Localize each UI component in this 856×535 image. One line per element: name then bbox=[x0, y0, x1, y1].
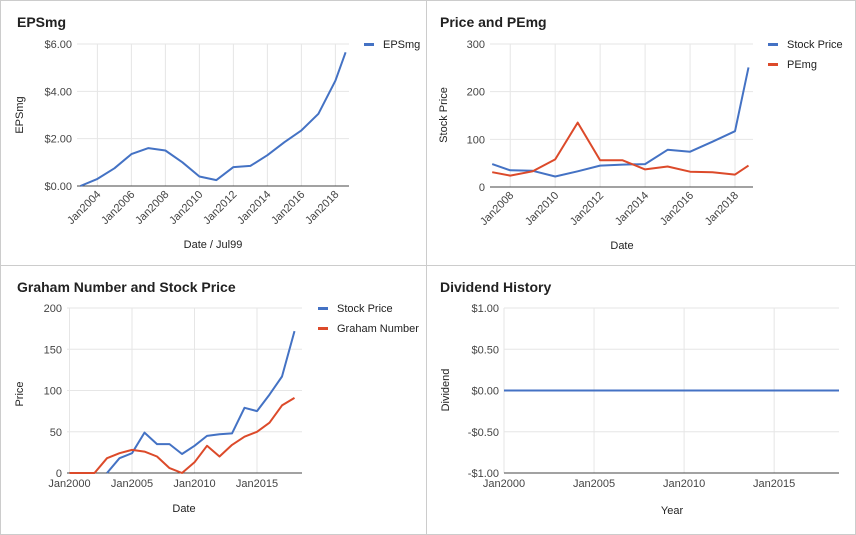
x-tick-label: Jan2010 bbox=[173, 478, 215, 490]
x-tick-label: Jan2014 bbox=[613, 190, 651, 228]
x-tick-label: Jan2012 bbox=[201, 189, 239, 227]
x-tick-label: Jan2015 bbox=[753, 478, 795, 490]
x-tick-label: Jan2004 bbox=[65, 189, 103, 227]
y-tick-label: $0.00 bbox=[471, 386, 499, 398]
chart-title: Price and PEmg bbox=[440, 14, 547, 30]
x-tick-label: Jan2005 bbox=[111, 478, 153, 490]
x-tick-label: Jan2006 bbox=[99, 189, 137, 227]
y-axis-label: Price bbox=[14, 381, 26, 406]
legend: Stock Price PEmg bbox=[768, 39, 843, 71]
y-tick-label: 0 bbox=[479, 182, 485, 194]
legend-label: Stock Price bbox=[787, 39, 843, 51]
y-axis-label: EPSmg bbox=[14, 96, 26, 133]
price-pe-chart-panel: Price and PEmg 0 100 200 300 Jan2008 Jan2010 J… bbox=[427, 1, 855, 265]
y-tick-label: 0 bbox=[56, 468, 62, 480]
y-tick-label: $0.50 bbox=[471, 344, 499, 356]
y-tick-label: 100 bbox=[44, 386, 62, 398]
legend-swatch bbox=[318, 307, 328, 310]
eps-chart-panel: EPSmg $0.00 $2.00 $4.00 $6.00 Jan2004 Jan2006… bbox=[1, 1, 426, 265]
stock-price-series-line bbox=[106, 330, 296, 474]
legend: EPSmg bbox=[364, 39, 420, 51]
legend-label: PEmg bbox=[787, 59, 817, 71]
x-axis-label: Date / Jul99 bbox=[184, 239, 243, 251]
chart-title: Dividend History bbox=[440, 279, 551, 295]
graham-chart-panel: Graham Number and Stock Price 0 50 100 150 2… bbox=[1, 266, 426, 534]
x-axis-label: Date bbox=[610, 240, 633, 252]
y-tick-label: 150 bbox=[44, 344, 62, 356]
y-tick-label: $2.00 bbox=[44, 134, 72, 146]
chart-title: Graham Number and Stock Price bbox=[17, 279, 236, 295]
y-tick-label: 300 bbox=[467, 39, 485, 51]
y-tick-label: -$1.00 bbox=[468, 468, 499, 480]
legend-label: Stock Price bbox=[337, 303, 393, 315]
x-tick-label: Jan2014 bbox=[235, 189, 273, 227]
legend-label: Graham Number bbox=[337, 323, 419, 335]
dividend-chart-panel: Dividend History -$1.00 -$0.50 $0.00 $0.50 $… bbox=[427, 266, 855, 534]
x-tick-label: Jan2008 bbox=[133, 189, 171, 227]
legend-swatch bbox=[768, 63, 778, 66]
legend: Stock Price Graham Number bbox=[318, 303, 419, 335]
x-tick-label: Jan2018 bbox=[303, 189, 341, 227]
graham-chart: Graham Number and Stock Price 0 50 100 150 2… bbox=[14, 279, 419, 515]
x-tick-label: Jan2000 bbox=[483, 478, 525, 490]
chart-title: EPSmg bbox=[17, 14, 66, 30]
graham-number-series-line bbox=[69, 397, 296, 474]
gridlines bbox=[67, 307, 302, 474]
legend-swatch bbox=[364, 43, 374, 46]
y-tick-label: 100 bbox=[467, 134, 485, 146]
x-tick-label: Jan2018 bbox=[703, 190, 741, 228]
legend-swatch bbox=[768, 43, 778, 46]
y-tick-label: $4.00 bbox=[44, 86, 72, 98]
x-axis-label: Date bbox=[172, 503, 195, 515]
x-tick-label: Jan2008 bbox=[478, 190, 516, 228]
x-tick-label: Jan2010 bbox=[663, 478, 705, 490]
y-tick-label: 200 bbox=[467, 87, 485, 99]
x-tick-label: Jan2015 bbox=[236, 478, 278, 490]
epsmg-series-line bbox=[80, 51, 347, 187]
y-tick-label: $0.00 bbox=[44, 181, 72, 193]
x-tick-label: Jan2000 bbox=[48, 478, 90, 490]
x-tick-label: Jan2005 bbox=[573, 478, 615, 490]
x-axis-label: Year bbox=[661, 505, 684, 517]
y-tick-label: 50 bbox=[50, 427, 62, 439]
x-tick-label: Jan2010 bbox=[167, 189, 205, 227]
x-tick-label: Jan2010 bbox=[523, 190, 561, 228]
legend-label: EPSmg bbox=[383, 39, 420, 51]
y-axis-label: Stock Price bbox=[438, 87, 450, 143]
y-tick-label: $1.00 bbox=[471, 303, 499, 315]
dividend-chart: Dividend History -$1.00 -$0.50 $0.00 $0.50 $… bbox=[440, 279, 839, 517]
y-tick-label: $6.00 bbox=[44, 39, 72, 51]
eps-chart: EPSmg $0.00 $2.00 $4.00 $6.00 Jan2004Jan2006… bbox=[14, 14, 420, 251]
pemg-series-line bbox=[492, 121, 750, 177]
y-axis-label: Dividend bbox=[440, 369, 452, 412]
y-tick-label: -$0.50 bbox=[468, 427, 499, 439]
x-tick-label: Jan2012 bbox=[568, 190, 606, 228]
x-tick-label: Jan2016 bbox=[269, 189, 307, 227]
gridlines bbox=[490, 43, 753, 188]
legend-swatch bbox=[318, 327, 328, 330]
y-tick-label: 200 bbox=[44, 303, 62, 315]
x-tick-label: Jan2016 bbox=[658, 190, 696, 228]
